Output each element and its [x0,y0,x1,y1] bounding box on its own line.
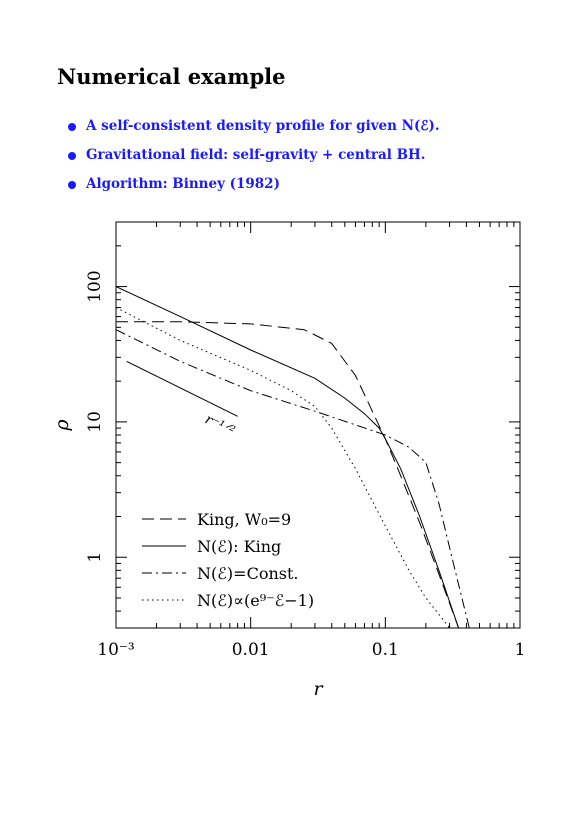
x-tick-label: 10⁻³ [97,640,134,660]
slope-line [126,360,238,417]
bullet-dot-icon [68,152,76,160]
legend-label: N(ℰ): King [197,537,281,556]
y-tick-label: 100 [85,270,105,302]
bullet-text: Gravitational field: self-gravity + cent… [86,147,426,163]
x-tick-label: 1 [515,640,526,660]
legend-label: N(ℰ)∝(e⁹⁻ℰ−1) [197,591,314,610]
plot-frame [115,221,521,629]
series-line [116,329,470,628]
y-tick-label: 1 [85,552,105,563]
axis-ticks [115,221,521,629]
series-line [116,321,460,628]
bullet-item: A self-consistent density profile for gi… [68,118,440,147]
bullet-dot-icon [68,123,76,131]
x-tick-label: 0.1 [372,640,399,660]
y-axis-label: ρ [51,419,73,432]
legend-label: N(ℰ)=Const. [197,564,298,583]
x-tick-label: 0.01 [232,640,270,660]
bullet-text: A self-consistent density profile for gi… [86,118,440,134]
slope-annotation: r⁻¹ᐟ² [202,412,237,440]
axis-labels: 10⁻³ 0.01 0.1 1 1 10 100 r ρ [51,270,525,700]
plot-border [115,221,521,629]
bullet-dot-icon [68,181,76,189]
legend: King, W₀=9 N(ℰ): King N(ℰ)=Const. N(ℰ)∝(e⁹⁻… [142,510,314,610]
bullet-text: Algorithm: Binney (1982) [86,176,280,192]
bullet-item: Algorithm: Binney (1982) [68,176,440,205]
series-line [116,286,460,628]
slide-title: Numerical example [57,64,286,89]
legend-label: King, W₀=9 [197,510,291,529]
y-tick-label: 10 [85,411,105,433]
x-axis-label: r [313,678,324,700]
bullet-item: Gravitational field: self-gravity + cent… [68,147,440,176]
bullet-list: A self-consistent density profile for gi… [68,118,440,205]
